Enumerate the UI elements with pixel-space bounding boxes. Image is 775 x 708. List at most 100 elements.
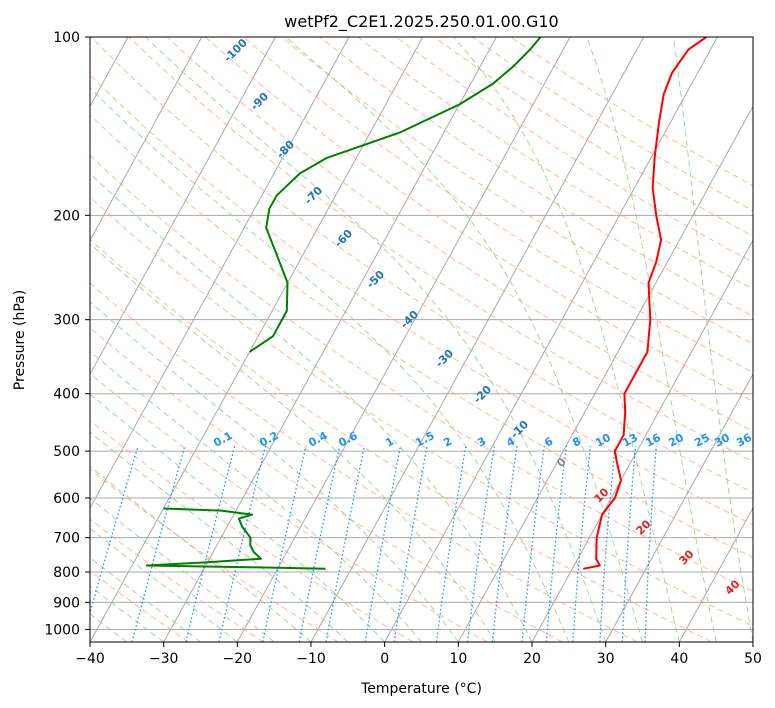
isotherm-line — [678, 506, 753, 642]
mixing-ratio-lines — [90, 445, 657, 642]
moist-adiabat-line — [90, 350, 422, 642]
grid-layer — [90, 37, 753, 642]
x-tick-label: −10 — [296, 651, 326, 667]
dry-adiabat-label: -100 — [221, 36, 250, 65]
moist-adiabat-line — [453, 37, 680, 642]
moist-adiabat-line — [90, 243, 496, 642]
dry-adiabat-line — [243, 37, 753, 373]
y-axis-title: Pressure (hPa) — [12, 290, 28, 390]
x-tick-label: −20 — [223, 651, 253, 667]
dry-adiabat-line — [395, 37, 753, 263]
mixing-ratio-line — [466, 445, 495, 642]
isotherm-line — [384, 37, 718, 642]
x-axis-title: Temperature (°C) — [360, 681, 482, 697]
mixing-ratio-line — [435, 445, 467, 642]
mixing-ratio-line — [491, 445, 518, 642]
mixing-ratio-label: 16 — [643, 431, 663, 450]
dry-adiabat-line — [90, 154, 753, 592]
x-tick-label: 30 — [597, 651, 615, 667]
temperature-profile — [583, 37, 707, 570]
moist-adiabat-line — [90, 556, 201, 642]
y-tick-label: 800 — [53, 565, 80, 581]
dry-adiabat-label: -80 — [274, 138, 297, 161]
mixing-ratio-line — [218, 445, 267, 642]
dry-adiabat-label: -90 — [248, 90, 271, 113]
moist-adiabats — [90, 37, 753, 642]
mixing-ratio-line — [131, 445, 186, 642]
mixing-ratio-label: 13 — [620, 431, 640, 450]
y-tick-label: 400 — [53, 387, 80, 403]
y-tick-label: 300 — [53, 313, 80, 329]
mixing-ratio-label: 2 — [441, 435, 454, 450]
mixing-ratio-label: 30 — [712, 431, 732, 450]
mixing-ratio-line — [364, 445, 402, 642]
mixing-ratio-label: 8 — [570, 435, 583, 450]
plot-frame — [89, 36, 754, 643]
mixing-ratio-line — [521, 445, 545, 642]
moist-adiabat-line — [90, 465, 312, 642]
moist-adiabat-line — [90, 173, 533, 642]
moist-adiabat-line — [672, 37, 753, 642]
x-tick-label: 50 — [744, 651, 762, 667]
dry-adiabat-line — [90, 326, 563, 642]
isotherm-line — [90, 37, 276, 376]
dry-adiabat-line — [510, 37, 753, 187]
mixing-ratio-line — [298, 445, 341, 642]
y-tick-label: 600 — [53, 491, 80, 507]
isotherm-line — [163, 37, 497, 642]
mixing-ratio-line — [644, 445, 657, 642]
dry-adiabat-label: -40 — [398, 308, 421, 331]
mixing-ratio-label: 25 — [692, 431, 712, 450]
x-tick-label: 20 — [523, 651, 541, 667]
dry-adiabat-line — [357, 37, 753, 290]
mixing-ratio-label: 1.5 — [413, 429, 436, 450]
isotherm-line — [752, 640, 753, 642]
moist-adiabat-label: 40 — [723, 577, 743, 597]
moist-adiabat-label: 0 — [554, 455, 569, 470]
y-tick-label: 1000 — [44, 622, 80, 638]
dry-adiabat-line — [472, 37, 753, 212]
dry-adiabat-line — [90, 37, 753, 494]
dry-adiabat-line — [90, 74, 753, 526]
dry-adiabat-line — [90, 238, 712, 642]
dry-adiabat-line — [128, 37, 753, 463]
mixing-ratio-label: 20 — [666, 431, 686, 450]
dry-adiabat-line — [90, 114, 753, 559]
dry-adiabat-line — [166, 37, 753, 432]
moist-adiabat-line — [90, 393, 386, 642]
moist-adiabat-line — [285, 37, 643, 642]
moist-adiabat-label: 30 — [677, 547, 697, 567]
y-tick-label: 500 — [53, 444, 80, 460]
moist-adiabat-line — [145, 37, 607, 642]
mixing-ratio-label: 0.4 — [306, 429, 330, 450]
dewpoint-profile — [249, 37, 542, 353]
y-tick-label: 700 — [53, 531, 80, 547]
dewpoint-profile — [145, 507, 326, 570]
x-tick-label: 10 — [449, 651, 467, 667]
mixing-ratio-label: 0.2 — [257, 429, 280, 450]
mixing-ratio-line — [393, 445, 428, 642]
moist-adiabat-line — [586, 37, 717, 642]
x-tick-label: 0 — [380, 651, 389, 667]
mixing-ratio-line — [599, 445, 616, 642]
mixing-ratio-line — [262, 445, 307, 642]
chart-title: wetPf2_C2E1.2025.250.01.00.G10 — [284, 12, 558, 32]
mixing-ratio-label: 36 — [734, 431, 754, 450]
dry-adiabat-line — [319, 37, 753, 317]
y-tick-label: 900 — [53, 595, 80, 611]
isotherm-line — [457, 105, 753, 642]
mixing-ratio-line — [572, 445, 592, 642]
dry-adiabat-line — [281, 37, 753, 345]
mixing-ratio-label: 10 — [593, 431, 613, 450]
adiabat-labels: 0.1 0.2 0.4 0.6 1 1.5 2 3 4 6 8 10 13 16 20 25 30 36-100-… — [211, 36, 754, 598]
dry-adiabat-label: -30 — [433, 347, 456, 370]
dry-adiabat-line — [204, 37, 753, 402]
axes-layer: −40 −30 −20 −10 0 10 20 30 40 5010020030040050060… — [44, 30, 762, 667]
x-tick-label: 40 — [670, 651, 688, 667]
mixing-ratio-line — [325, 445, 366, 642]
dry-adiabat-label: -60 — [332, 227, 355, 250]
isotherm-line — [90, 37, 350, 510]
dry-adiabat-line — [90, 570, 190, 642]
moist-adiabat-line — [90, 431, 349, 642]
